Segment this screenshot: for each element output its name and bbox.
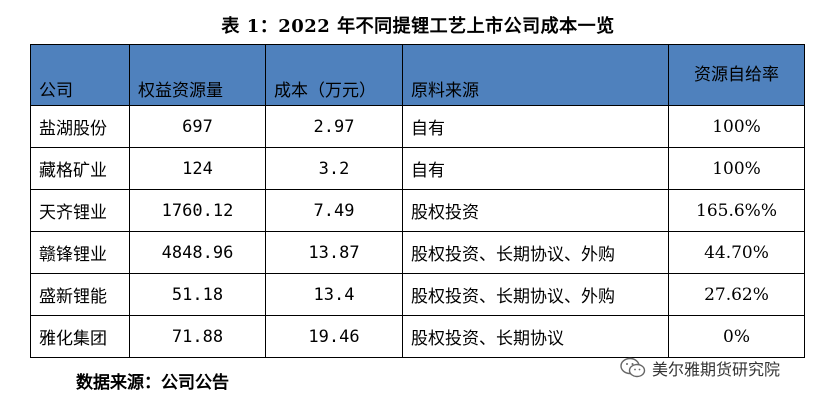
cell-cost: 19.46 bbox=[265, 315, 403, 358]
table-row: 藏格矿业 124 3.2 自有 100% bbox=[30, 147, 805, 190]
cell-source: 自有 bbox=[402, 105, 669, 148]
cell-source: 股权投资、长期协议、外购 bbox=[402, 273, 669, 316]
cell-company: 天齐锂业 bbox=[30, 189, 130, 232]
data-source-note: 数据来源：公司公告 bbox=[76, 373, 229, 393]
header-row: 公司 权益资源量 成本（万元） 原料来源 资源自给率 bbox=[30, 44, 805, 106]
header-self-sufficiency: 资源自给率 bbox=[668, 44, 805, 106]
header-source: 原料来源 bbox=[402, 44, 669, 106]
cell-company: 盐湖股份 bbox=[30, 105, 130, 148]
table-row: 雅化集团 71.88 19.46 股权投资、长期协议 0% bbox=[30, 315, 805, 358]
cell-resource: 71.88 bbox=[129, 315, 266, 358]
cell-resource: 1760.12 bbox=[129, 189, 266, 232]
cell-source: 股权投资、长期协议 bbox=[402, 315, 669, 358]
cell-company: 盛新锂能 bbox=[30, 273, 130, 316]
header-company: 公司 bbox=[30, 44, 130, 106]
cell-rate: 100% bbox=[668, 105, 805, 148]
cell-cost: 2.97 bbox=[265, 105, 403, 148]
header-resource: 权益资源量 bbox=[129, 44, 266, 106]
cell-cost: 13.87 bbox=[265, 231, 403, 274]
cell-cost: 3.2 bbox=[265, 147, 403, 190]
cell-rate: 44.70% bbox=[668, 231, 805, 274]
cell-cost: 7.49 bbox=[265, 189, 403, 232]
cost-table: 公司 权益资源量 成本（万元） 原料来源 资源自给率 盐湖股份 697 2.97… bbox=[30, 44, 805, 358]
cell-source: 股权投资、长期协议、外购 bbox=[402, 231, 669, 274]
wechat-icon bbox=[620, 357, 646, 379]
table-row: 赣锋锂业 4848.96 13.87 股权投资、长期协议、外购 44.70% bbox=[30, 231, 805, 274]
cell-source: 股权投资 bbox=[402, 189, 669, 232]
table-row: 盐湖股份 697 2.97 自有 100% bbox=[30, 105, 805, 148]
cell-resource: 4848.96 bbox=[129, 231, 266, 274]
watermark-text: 美尔雅期货研究院 bbox=[652, 360, 781, 379]
cell-source: 自有 bbox=[402, 147, 669, 190]
cell-rate: 165.6%% bbox=[668, 189, 805, 232]
cell-resource: 697 bbox=[129, 105, 266, 148]
cell-resource: 124 bbox=[129, 147, 266, 190]
cell-company: 赣锋锂业 bbox=[30, 231, 130, 274]
cell-cost: 13.4 bbox=[265, 273, 403, 316]
table-row: 天齐锂业 1760.12 7.49 股权投资 165.6%% bbox=[30, 189, 805, 232]
table-title: 表 1：2022 年不同提锂工艺上市公司成本一览 bbox=[221, 16, 615, 37]
cell-company: 雅化集团 bbox=[30, 315, 130, 358]
cell-rate: 0% bbox=[668, 315, 805, 358]
table-row: 盛新锂能 51.18 13.4 股权投资、长期协议、外购 27.62% bbox=[30, 273, 805, 316]
watermark: 美尔雅期货研究院 bbox=[620, 356, 780, 380]
cell-resource: 51.18 bbox=[129, 273, 266, 316]
cell-rate: 100% bbox=[668, 147, 805, 190]
cell-company: 藏格矿业 bbox=[30, 147, 130, 190]
cell-rate: 27.62% bbox=[668, 273, 805, 316]
header-cost: 成本（万元） bbox=[265, 44, 403, 106]
